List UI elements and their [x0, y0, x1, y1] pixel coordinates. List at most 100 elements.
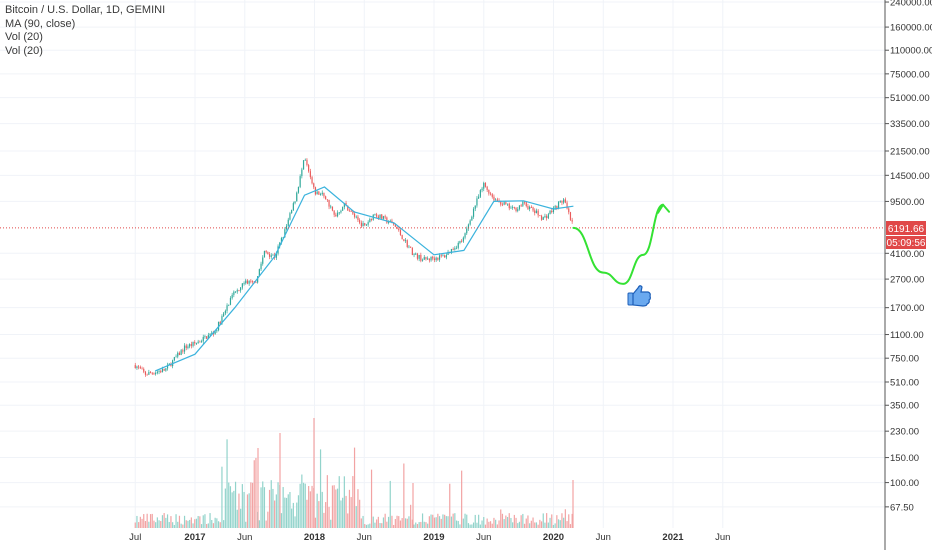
x-tick-label: 2021 [662, 532, 684, 543]
volume-bar [272, 488, 274, 528]
volume-bar [454, 513, 456, 528]
candle-body [532, 207, 534, 211]
candle-body [505, 202, 507, 204]
volume-bar [372, 516, 374, 528]
candle-body [438, 255, 441, 260]
candle-body [360, 222, 362, 227]
candle-body [173, 357, 175, 361]
volume-bar [396, 515, 398, 528]
volume-bar [469, 524, 471, 528]
volume-bar [333, 485, 335, 528]
volume-bar [246, 494, 249, 528]
candle-body [224, 310, 226, 314]
candle-body [421, 259, 424, 261]
volume-bar [180, 523, 182, 528]
volume-bar [495, 519, 497, 528]
volume-bar [546, 513, 548, 528]
candle-body [478, 196, 480, 199]
candle-body [316, 191, 318, 195]
volume-bar [377, 516, 379, 528]
volume-bar [479, 524, 481, 528]
candle-body [454, 248, 456, 250]
volume-bar [406, 518, 408, 528]
volume-bar [382, 517, 385, 528]
candle-body [406, 240, 408, 248]
candle-body [569, 212, 572, 220]
volume-bar [138, 522, 140, 528]
candle-body [350, 211, 352, 212]
candle-body [450, 248, 453, 254]
candle-body [534, 210, 536, 214]
volume-bar [450, 516, 453, 528]
ma-indicator-label[interactable]: MA (90, close) [5, 17, 76, 30]
symbol-title[interactable]: Bitcoin / U.S. Dollar, 1D, GEMINI [5, 4, 166, 16]
volume-bar [411, 519, 413, 528]
volume-bar [258, 520, 260, 528]
volume-bar [277, 482, 279, 528]
candle-body [194, 341, 196, 344]
candle-body [204, 336, 206, 338]
candle-body [229, 298, 232, 305]
candle-body [476, 198, 478, 206]
volume-bar [178, 515, 181, 528]
candle-body [136, 366, 138, 368]
volume-bar [563, 517, 565, 528]
candle-body [440, 255, 442, 257]
candle-body [457, 242, 459, 248]
candle-body [355, 216, 357, 218]
volume-bar [313, 418, 315, 528]
volume-bar [331, 485, 334, 528]
volume-bar [161, 515, 164, 528]
volume-bar [367, 524, 369, 528]
volume-bar [153, 520, 155, 528]
candle-body [335, 214, 337, 217]
volume-bar [226, 439, 228, 528]
volume-bar [219, 522, 221, 528]
volume-bar [202, 515, 204, 528]
candle-body [403, 239, 405, 242]
volume-bar [394, 519, 396, 528]
volume-bar [325, 502, 327, 528]
volume-bar [156, 517, 158, 528]
candle-body [183, 345, 186, 352]
volume-bar [447, 516, 449, 528]
candle-body [353, 213, 356, 217]
x-tick-label: Jun [596, 532, 611, 543]
candle-body [148, 372, 150, 375]
volume-bar [556, 515, 558, 528]
volume-indicator-label-2[interactable]: Vol (20) [5, 44, 43, 57]
y-tick-label: 33500.00 [890, 119, 930, 130]
candle-body [433, 258, 436, 261]
volume-bar [177, 521, 179, 528]
price-axis[interactable]: 240000.00 160000.00 110000.00 75000.00 51000… [885, 0, 932, 513]
volume-bar [194, 519, 196, 528]
candle-body [318, 191, 320, 195]
time-axis[interactable]: Jul 2017 Jun 2018 Jun 2019 Jun 2020 Jun 2021 Jun [129, 532, 730, 543]
candle-body [491, 194, 493, 197]
candle-body [420, 254, 422, 261]
volume-bar [189, 519, 191, 528]
y-tick-label: 1700.00 [890, 303, 924, 314]
volume-indicator-label-1[interactable]: Vol (20) [5, 31, 43, 43]
volume-bar [413, 524, 415, 528]
candle-body [330, 206, 332, 208]
candle-body [566, 202, 568, 209]
candle-body [272, 254, 274, 256]
candle-body [549, 210, 551, 215]
volume-bar [420, 521, 422, 528]
candle-body [506, 203, 509, 205]
candle-body [384, 216, 386, 218]
volume-bar [471, 524, 473, 528]
volume-bar [190, 517, 192, 528]
candle-body [513, 206, 515, 208]
volume-bar [285, 497, 288, 528]
candle-body [472, 208, 475, 217]
candle-body [459, 240, 461, 243]
candle-body [418, 254, 420, 259]
price-candles [134, 158, 573, 377]
volume-bar [282, 487, 284, 528]
volume-bar [387, 516, 390, 528]
candle-body [280, 237, 283, 243]
